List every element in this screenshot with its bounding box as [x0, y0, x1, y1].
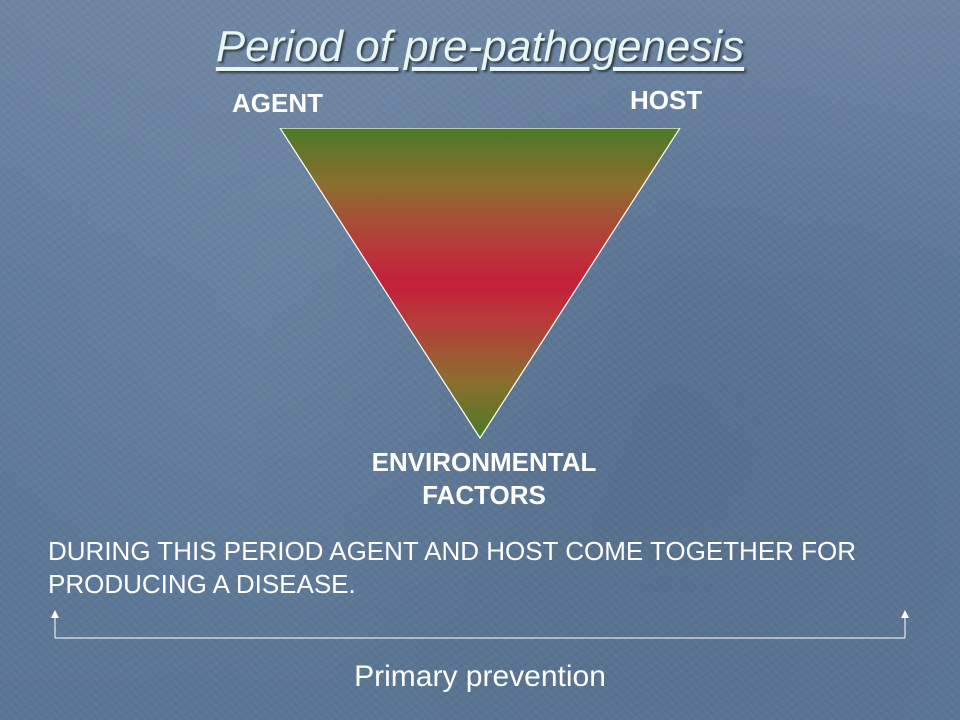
slide-title: Period of pre-pathogenesis	[0, 22, 960, 72]
vertex-label-host: HOST	[630, 85, 702, 116]
triangle-svg	[260, 128, 700, 448]
bracket-connector	[50, 610, 910, 640]
prevention-label: Primary prevention	[0, 660, 960, 694]
epidemiologic-triangle	[260, 128, 700, 448]
vertex-label-environment: ENVIRONMENTAL FACTORS	[340, 446, 628, 511]
description-text: DURING THIS PERIOD AGENT AND HOST COME T…	[48, 535, 928, 602]
vertex-label-agent: AGENT	[232, 88, 323, 119]
